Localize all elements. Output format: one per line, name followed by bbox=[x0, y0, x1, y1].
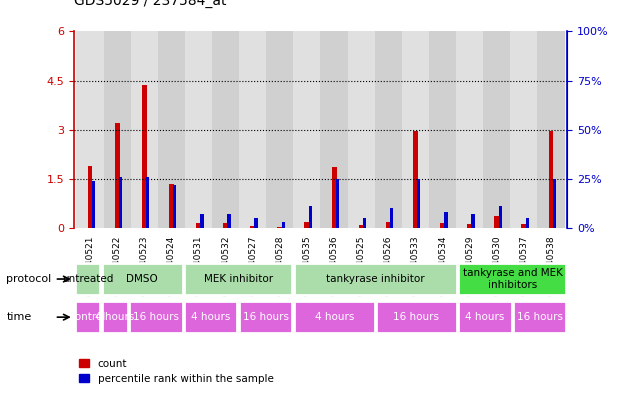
Text: untreated: untreated bbox=[62, 274, 113, 284]
Bar bbox=[456, 31, 483, 228]
Bar bbox=[212, 31, 239, 228]
Bar bbox=[471, 214, 475, 228]
Bar bbox=[228, 214, 231, 228]
FancyBboxPatch shape bbox=[294, 301, 374, 333]
Bar bbox=[336, 179, 339, 228]
Text: 4 hours: 4 hours bbox=[191, 312, 231, 322]
Bar bbox=[266, 31, 294, 228]
FancyBboxPatch shape bbox=[129, 301, 183, 333]
Bar bbox=[119, 177, 122, 228]
Text: MEK inhibitor: MEK inhibitor bbox=[204, 274, 273, 284]
Bar bbox=[131, 31, 158, 228]
Bar bbox=[347, 31, 375, 228]
FancyBboxPatch shape bbox=[74, 301, 100, 333]
Text: 16 hours: 16 hours bbox=[517, 312, 563, 322]
Bar bbox=[537, 31, 565, 228]
FancyBboxPatch shape bbox=[513, 301, 567, 333]
Bar bbox=[429, 31, 456, 228]
Bar bbox=[250, 226, 255, 228]
Bar bbox=[88, 166, 92, 228]
FancyBboxPatch shape bbox=[184, 301, 237, 333]
Bar bbox=[331, 167, 337, 228]
Text: DMSO: DMSO bbox=[126, 274, 158, 284]
Bar bbox=[281, 222, 285, 228]
Bar bbox=[467, 224, 472, 228]
Bar bbox=[549, 130, 553, 228]
Text: 4 hours: 4 hours bbox=[465, 312, 504, 322]
Text: time: time bbox=[6, 312, 31, 322]
Text: 4 hours: 4 hours bbox=[315, 312, 354, 322]
Bar bbox=[413, 130, 418, 228]
Bar bbox=[494, 217, 499, 228]
Text: control: control bbox=[69, 312, 106, 322]
Bar bbox=[402, 31, 429, 228]
FancyBboxPatch shape bbox=[239, 301, 292, 333]
FancyBboxPatch shape bbox=[376, 301, 457, 333]
Bar bbox=[92, 181, 95, 228]
Bar bbox=[304, 222, 310, 228]
Bar bbox=[239, 31, 266, 228]
Bar bbox=[309, 206, 312, 228]
FancyBboxPatch shape bbox=[458, 263, 567, 295]
Text: 4 hours: 4 hours bbox=[95, 312, 135, 322]
Bar bbox=[278, 227, 282, 228]
FancyBboxPatch shape bbox=[102, 263, 183, 295]
Bar bbox=[553, 179, 556, 228]
Bar bbox=[521, 224, 526, 228]
Bar bbox=[294, 31, 320, 228]
Bar bbox=[386, 222, 391, 228]
Bar bbox=[510, 31, 537, 228]
Legend: count, percentile rank within the sample: count, percentile rank within the sample bbox=[79, 359, 274, 384]
Text: 16 hours: 16 hours bbox=[394, 312, 440, 322]
Text: protocol: protocol bbox=[6, 274, 52, 284]
Text: 16 hours: 16 hours bbox=[243, 312, 288, 322]
FancyBboxPatch shape bbox=[184, 263, 292, 295]
Bar bbox=[76, 31, 104, 228]
FancyBboxPatch shape bbox=[74, 263, 100, 295]
FancyBboxPatch shape bbox=[102, 301, 128, 333]
FancyBboxPatch shape bbox=[458, 301, 512, 333]
Text: tankyrase inhibitor: tankyrase inhibitor bbox=[326, 274, 424, 284]
Bar bbox=[196, 223, 201, 228]
Text: GDS5029 / 237584_at: GDS5029 / 237584_at bbox=[74, 0, 226, 8]
Bar bbox=[146, 177, 149, 228]
Bar bbox=[185, 31, 212, 228]
Bar bbox=[200, 214, 203, 228]
Bar bbox=[526, 218, 529, 228]
Bar bbox=[440, 223, 445, 228]
Bar bbox=[173, 185, 176, 228]
Bar bbox=[104, 31, 131, 228]
Bar bbox=[444, 212, 447, 228]
Bar bbox=[483, 31, 510, 228]
Bar bbox=[390, 208, 394, 228]
Bar bbox=[375, 31, 402, 228]
Bar bbox=[363, 218, 366, 228]
Text: 16 hours: 16 hours bbox=[133, 312, 179, 322]
Bar bbox=[320, 31, 347, 228]
Bar bbox=[223, 223, 228, 228]
Bar bbox=[158, 31, 185, 228]
Bar bbox=[359, 225, 363, 228]
Bar bbox=[254, 218, 258, 228]
Bar bbox=[142, 86, 147, 228]
Bar bbox=[115, 123, 119, 228]
Bar bbox=[169, 184, 174, 228]
Bar bbox=[417, 179, 420, 228]
Text: tankyrase and MEK
inhibitors: tankyrase and MEK inhibitors bbox=[463, 268, 562, 290]
FancyBboxPatch shape bbox=[294, 263, 457, 295]
Bar bbox=[499, 206, 502, 228]
